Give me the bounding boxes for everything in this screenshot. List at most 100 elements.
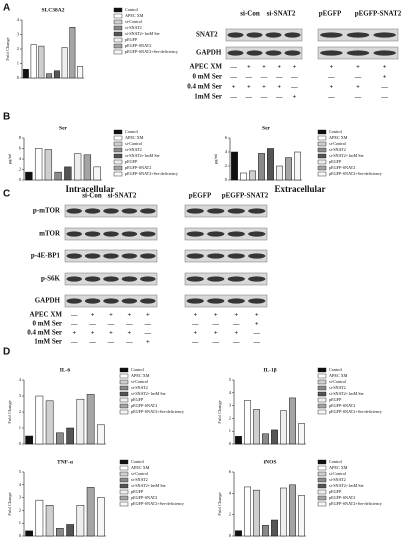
legend-label: si-Control [125,141,143,146]
treatment-symbol: — [107,320,115,327]
bar [66,427,74,445]
legend-label: Control [329,459,343,464]
legend-label: pEGFP [329,397,342,402]
treatment-symbol: + [293,93,297,100]
blot-band [140,231,156,237]
y-tick-label: 1 [19,520,21,525]
y-axis-label: Fold Change [217,400,222,423]
treatment-symbol: + [128,311,132,318]
legend-swatch [317,367,327,373]
bar [76,505,85,537]
treatment-symbol: + [234,311,238,318]
treatment-symbol: + [214,329,218,336]
legend-swatch [119,483,129,489]
y-tick-label: 6 [225,135,228,140]
legend-swatch [317,477,327,483]
group-label: pEGFP [189,192,212,200]
bar [289,397,296,445]
legend-swatch [113,13,123,19]
y-axis-label: Fold Change [7,400,12,423]
legend-swatch [317,147,327,153]
treatment-symbol: + [72,329,76,336]
legend-swatch [119,459,129,465]
blot-strip [184,249,268,263]
blot-band [248,253,266,259]
group-label: si-SNAT2 [108,192,137,200]
treatment-symbol: + [277,63,281,70]
legend-label: si-SNAT2+1mM Ser [131,391,166,396]
treatment-symbol: — [354,73,362,80]
treatment-symbol: + [329,83,333,90]
legend-swatch [317,165,327,171]
bar [253,489,260,537]
blot-strip [225,46,303,60]
y-tick-label: 2 [19,409,21,414]
blot-band [248,231,266,237]
legend-swatch [317,471,327,477]
legend-label: pEGFP [131,397,144,402]
legend-label: si-Control [329,141,347,146]
legend-swatch [113,31,123,37]
y-tick-label: 0 [19,533,22,538]
treatment-label: 1mM Ser [34,338,62,346]
bar [22,69,29,79]
treatment-symbol: + [109,329,113,336]
legend-label: si-SNAT2+1mM Ser [131,483,166,488]
legend-swatch [119,495,129,501]
legend-swatch [113,7,123,13]
treatment-symbol: — [212,320,220,327]
bar [97,424,105,445]
treatment-symbol: — [125,338,133,345]
legend-label: pEGFP [329,489,342,494]
y-tick-label: 0 [229,441,232,446]
treatment-symbol: + [277,83,281,90]
legend-swatch [113,141,123,147]
blot-band [84,253,101,259]
legend-swatch [317,135,327,141]
treatment-symbol: — [88,338,96,345]
bar [280,487,287,537]
treatment-symbol: + [128,329,132,336]
y-tick-label: 5 [19,469,22,474]
group-label: pEGFP-SNAT2 [355,10,402,18]
treatment-symbol: — [125,320,133,327]
treatment-symbol: — [229,73,237,80]
protein-label: p-S6K [41,275,61,283]
bar [44,149,53,181]
chart-subtitle: Extracellular [275,184,326,194]
treatment-symbol: — [275,73,283,80]
legend-label: si-Control [329,471,347,476]
legend-swatch [113,37,123,43]
blot-band [121,253,138,259]
treatment-symbol: — [88,320,96,327]
blot-band [66,253,82,259]
legend-label: pEGFP [125,159,138,164]
blot-band [186,276,204,282]
blot-band [320,50,343,56]
legend-label: si-SNAT2+1mM Ser [125,153,160,158]
panel-label: A [3,3,10,14]
y-tick-label: 4 [229,390,232,395]
treatment-symbol: — [380,83,388,90]
blot-band [346,32,370,38]
treatment-symbol: — [327,93,335,100]
legend-label: si-SNAT2 [131,385,148,390]
legend-label: pEGFP-SNAT2 [131,495,157,500]
legend-swatch [317,459,327,465]
legend-swatch [113,153,123,159]
legend-label: Control [329,367,343,372]
blot-band [373,50,396,56]
y-tick-label: 3 [17,32,20,37]
blot-band [140,253,156,259]
y-tick-label: 2 [229,512,231,517]
treatment-symbol: + [234,329,238,336]
blot-band [84,298,101,304]
treatment-symbol: + [232,83,236,90]
y-tick-label: 0 [19,177,22,182]
blot-band [103,276,119,282]
treatment-symbol: — [380,93,388,100]
chart-title: Ser [262,125,271,131]
legend-swatch [317,391,327,397]
treatment-symbol: — [327,73,335,80]
bar [231,151,238,181]
